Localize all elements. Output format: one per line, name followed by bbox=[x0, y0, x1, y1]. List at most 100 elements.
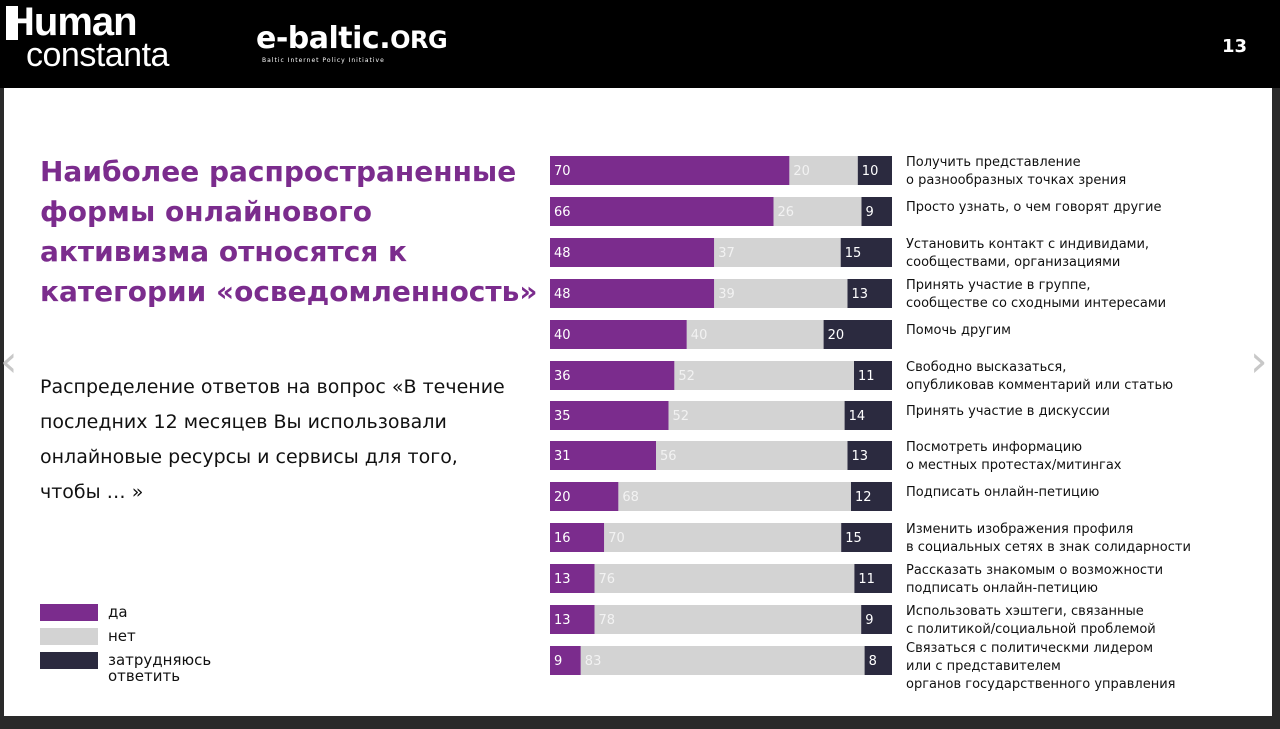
legend-item-yes: да bbox=[40, 602, 260, 626]
bar-segment-yes-10 bbox=[550, 564, 595, 593]
bar-segment-no-11 bbox=[594, 605, 862, 634]
data-label-yes-1: 66 bbox=[554, 205, 571, 220]
data-label-no-5: 52 bbox=[678, 369, 695, 384]
bar-segment-no-7 bbox=[656, 441, 848, 470]
data-label-unsure-0: 10 bbox=[862, 164, 879, 179]
category-label-9-1: в социальных сетях в знак солидарности bbox=[906, 540, 1191, 555]
data-label-no-12: 83 bbox=[585, 654, 602, 669]
category-label-2-0: Установить контакт с индивидами, bbox=[906, 237, 1149, 252]
legend-swatch-yes bbox=[40, 604, 98, 621]
category-label-12-1: или с представителем bbox=[906, 659, 1061, 674]
category-label-7-0: Посмотреть информацию bbox=[906, 440, 1082, 455]
bar-segment-yes-9 bbox=[550, 523, 605, 552]
data-label-yes-6: 35 bbox=[554, 409, 571, 424]
bar-segment-no-1 bbox=[773, 197, 862, 226]
data-label-yes-4: 40 bbox=[554, 328, 571, 343]
legend-label-unsure: затрудняюсь ответить bbox=[108, 651, 212, 685]
logo-line1: Human bbox=[6, 0, 138, 44]
data-label-yes-7: 31 bbox=[554, 449, 571, 464]
category-label-11-1: с политикой/социальной проблемой bbox=[906, 622, 1156, 637]
bar-segment-no-2 bbox=[714, 238, 841, 267]
bar-segment-unsure-9 bbox=[841, 523, 892, 552]
bar-segment-yes-4 bbox=[550, 320, 687, 349]
bar-segment-unsure-4 bbox=[823, 320, 892, 349]
category-label-5-0: Свободно высказаться, bbox=[906, 360, 1066, 375]
bar-segment-unsure-1 bbox=[861, 197, 892, 226]
data-label-yes-10: 13 bbox=[554, 572, 571, 587]
category-label-7-1: о местных протестах/митингах bbox=[906, 458, 1122, 473]
bar-segment-yes-7 bbox=[550, 441, 656, 470]
data-label-unsure-2: 15 bbox=[845, 246, 862, 261]
category-label-5-1: опубликовав комментарий или статью bbox=[906, 378, 1173, 393]
category-label-12-2: органов государственного управления bbox=[906, 677, 1175, 692]
data-label-no-1: 26 bbox=[778, 205, 795, 220]
e-baltic-logo: e-baltic.ORG Baltic Internet Policy Init… bbox=[256, 21, 448, 65]
data-label-yes-12: 9 bbox=[554, 654, 562, 669]
next-slide-chevron-icon[interactable]: › bbox=[1250, 336, 1268, 387]
legend-item-unsure: затрудняюсь ответить bbox=[40, 650, 260, 690]
bar-segment-no-4 bbox=[686, 320, 824, 349]
bar-segment-no-0 bbox=[789, 156, 858, 185]
category-label-12-0: Связаться с политическми лидером bbox=[906, 641, 1153, 656]
data-label-unsure-5: 11 bbox=[858, 369, 875, 384]
partner-org: ORG bbox=[390, 26, 448, 54]
bar-segment-unsure-11 bbox=[861, 605, 892, 634]
bar-segment-yes-5 bbox=[550, 361, 675, 390]
data-label-no-11: 78 bbox=[599, 613, 616, 628]
data-label-no-8: 68 bbox=[622, 490, 639, 505]
prev-slide-chevron-icon[interactable]: ‹ bbox=[0, 336, 18, 387]
bar-segment-yes-8 bbox=[550, 482, 619, 511]
category-label-3-0: Принять участие в группе, bbox=[906, 278, 1091, 293]
data-label-unsure-11: 9 bbox=[865, 613, 873, 628]
category-label-8-0: Подписать онлайн-петицию bbox=[906, 485, 1099, 500]
logo-bar-icon bbox=[6, 6, 18, 40]
data-label-yes-8: 20 bbox=[554, 490, 571, 505]
bar-segment-yes-3 bbox=[550, 279, 715, 308]
category-label-10-0: Рассказать знакомым о возможности bbox=[906, 563, 1163, 578]
data-label-unsure-7: 13 bbox=[852, 449, 869, 464]
data-label-unsure-4: 20 bbox=[828, 328, 845, 343]
bar-segment-no-6 bbox=[668, 401, 845, 430]
data-label-unsure-8: 12 bbox=[855, 490, 872, 505]
bar-segment-yes-6 bbox=[550, 401, 669, 430]
page-number: 13 bbox=[1222, 36, 1248, 57]
data-label-no-3: 39 bbox=[718, 287, 735, 302]
legend-label-no: нет bbox=[108, 627, 136, 645]
category-label-3-1: сообществе со сходными интересами bbox=[906, 296, 1166, 311]
logo-line2: constanta bbox=[26, 36, 169, 74]
data-label-unsure-1: 9 bbox=[866, 205, 874, 220]
slide-subtitle: Распределение ответов на вопрос «В течен… bbox=[40, 376, 505, 503]
bar-segment-unsure-3 bbox=[847, 279, 892, 308]
data-label-yes-11: 13 bbox=[554, 613, 571, 628]
data-label-unsure-12: 8 bbox=[869, 654, 877, 669]
category-label-9-0: Изменить изображения профиля bbox=[906, 522, 1133, 537]
partner-main: e-baltic. bbox=[256, 21, 391, 56]
category-label-2-1: сообществами, организациями bbox=[906, 255, 1120, 270]
legend-swatch-no bbox=[40, 628, 98, 645]
category-label-0-0: Получить представление bbox=[906, 155, 1081, 170]
data-label-unsure-10: 11 bbox=[858, 572, 875, 587]
bar-segment-yes-2 bbox=[550, 238, 715, 267]
data-label-no-9: 70 bbox=[608, 531, 625, 546]
bar-segment-no-5 bbox=[674, 361, 854, 390]
human-constanta-logo: Human constanta bbox=[6, 2, 216, 82]
category-label-11-0: Использовать хэштеги, связанные bbox=[906, 604, 1144, 619]
bar-segment-yes-0 bbox=[550, 156, 790, 185]
category-label-4-0: Помочь другим bbox=[906, 323, 1011, 338]
data-label-no-2: 37 bbox=[718, 246, 735, 261]
data-label-yes-5: 36 bbox=[554, 369, 571, 384]
bar-segment-unsure-10 bbox=[854, 564, 892, 593]
bar-segment-unsure-12 bbox=[864, 646, 892, 675]
data-label-no-7: 56 bbox=[660, 449, 677, 464]
partner-sub: Baltic Internet Policy Initiative bbox=[262, 57, 385, 64]
bar-segment-unsure-5 bbox=[854, 361, 892, 390]
bar-segment-yes-1 bbox=[550, 197, 774, 226]
data-label-no-6: 52 bbox=[673, 409, 690, 424]
bar-segment-unsure-2 bbox=[840, 238, 892, 267]
legend-label-yes: да bbox=[108, 603, 128, 621]
bar-segment-unsure-0 bbox=[857, 156, 892, 185]
slide-title: Наиболее распространенные формы онлайнов… bbox=[40, 155, 538, 308]
data-label-yes-0: 70 bbox=[554, 164, 571, 179]
data-label-no-0: 20 bbox=[793, 164, 810, 179]
